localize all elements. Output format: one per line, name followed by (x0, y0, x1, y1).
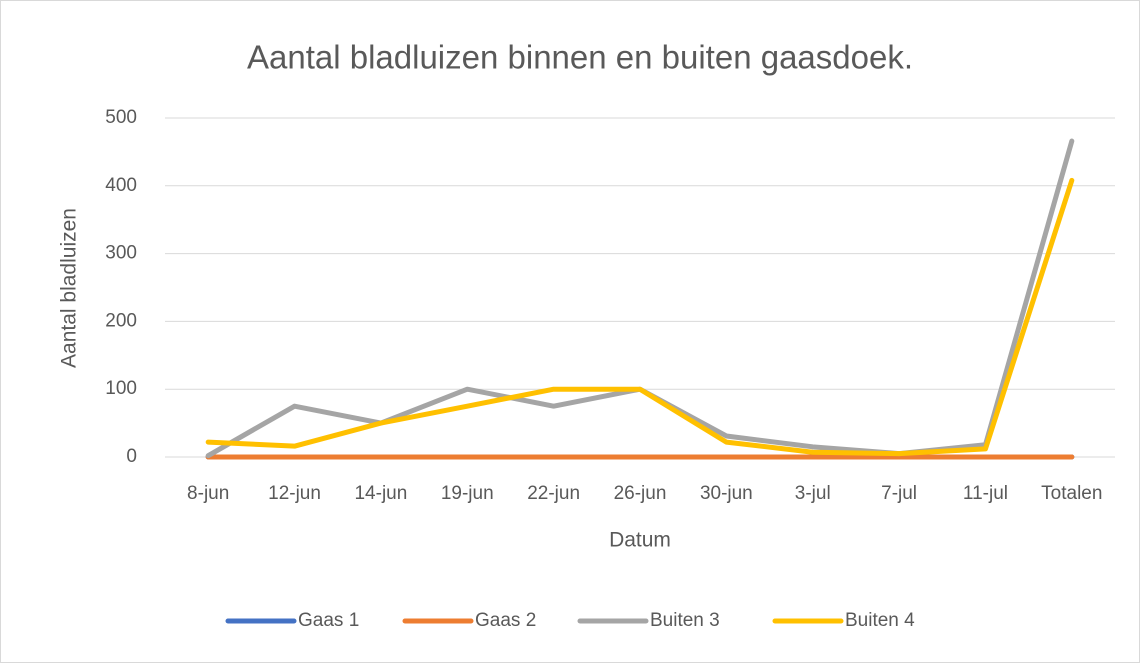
x-tick-label: 26-jun (614, 483, 667, 504)
x-tick-label: 8-jun (187, 483, 229, 504)
series-line (205, 177, 1075, 457)
x-tick-label: 30-jun (700, 483, 753, 504)
chart-title: Aantal bladluizen binnen en buiten gaasd… (247, 39, 913, 76)
x-tick-label: 19-jun (441, 483, 494, 504)
y-tick-label: 300 (105, 243, 137, 264)
x-axis-label: Datum (609, 529, 671, 552)
y-tick-label: 200 (105, 310, 137, 331)
x-tick-label: 14-jun (354, 483, 407, 504)
y-axis-label: Aantal bladluizen (58, 208, 81, 368)
x-tick-label: 22-jun (527, 483, 580, 504)
x-tick-label: 7-jul (881, 483, 917, 504)
y-tick-label: 500 (105, 107, 137, 128)
x-tick-label: Totalen (1041, 483, 1102, 504)
x-tick-label: 3-jul (795, 483, 831, 504)
x-tick-label: 12-jun (268, 483, 321, 504)
y-tick-label: 100 (105, 378, 137, 399)
y-tick-label: 400 (105, 175, 137, 196)
legend-label: Buiten 3 (650, 610, 720, 631)
y-tick-label: 0 (126, 446, 137, 467)
legend-label: Buiten 4 (845, 610, 915, 631)
legend-label: Gaas 2 (475, 610, 536, 631)
x-tick-label: 11-jul (963, 483, 1008, 504)
legend-label: Gaas 1 (298, 610, 359, 631)
